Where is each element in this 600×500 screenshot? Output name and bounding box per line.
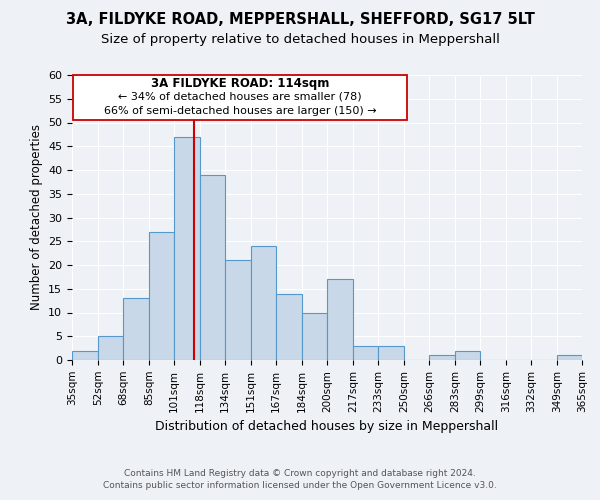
Text: Contains public sector information licensed under the Open Government Licence v3: Contains public sector information licen… [103, 481, 497, 490]
Text: Size of property relative to detached houses in Meppershall: Size of property relative to detached ho… [101, 32, 499, 46]
Y-axis label: Number of detached properties: Number of detached properties [29, 124, 43, 310]
Text: 66% of semi-detached houses are larger (150) →: 66% of semi-detached houses are larger (… [104, 106, 376, 116]
Bar [72, 350, 98, 360]
Text: 3A, FILDYKE ROAD, MEPPERSHALL, SHEFFORD, SG17 5LT: 3A, FILDYKE ROAD, MEPPERSHALL, SHEFFORD,… [65, 12, 535, 28]
Text: 3A FILDYKE ROAD: 114sqm: 3A FILDYKE ROAD: 114sqm [151, 77, 329, 90]
Text: Contains HM Land Registry data © Crown copyright and database right 2024.: Contains HM Land Registry data © Crown c… [124, 468, 476, 477]
Bar [149, 232, 174, 360]
Bar [251, 246, 276, 360]
Bar [378, 346, 404, 360]
Bar [353, 346, 378, 360]
Bar [98, 336, 123, 360]
Bar [302, 312, 327, 360]
Bar [276, 294, 302, 360]
Bar [557, 355, 582, 360]
Bar [455, 350, 480, 360]
Text: ← 34% of detached houses are smaller (78): ← 34% of detached houses are smaller (78… [118, 92, 362, 102]
Bar [225, 260, 251, 360]
Bar [174, 136, 200, 360]
Bar [200, 175, 225, 360]
Bar [327, 279, 353, 360]
Bar [123, 298, 149, 360]
X-axis label: Distribution of detached houses by size in Meppershall: Distribution of detached houses by size … [155, 420, 499, 433]
FancyBboxPatch shape [73, 75, 407, 120]
Bar [429, 355, 455, 360]
